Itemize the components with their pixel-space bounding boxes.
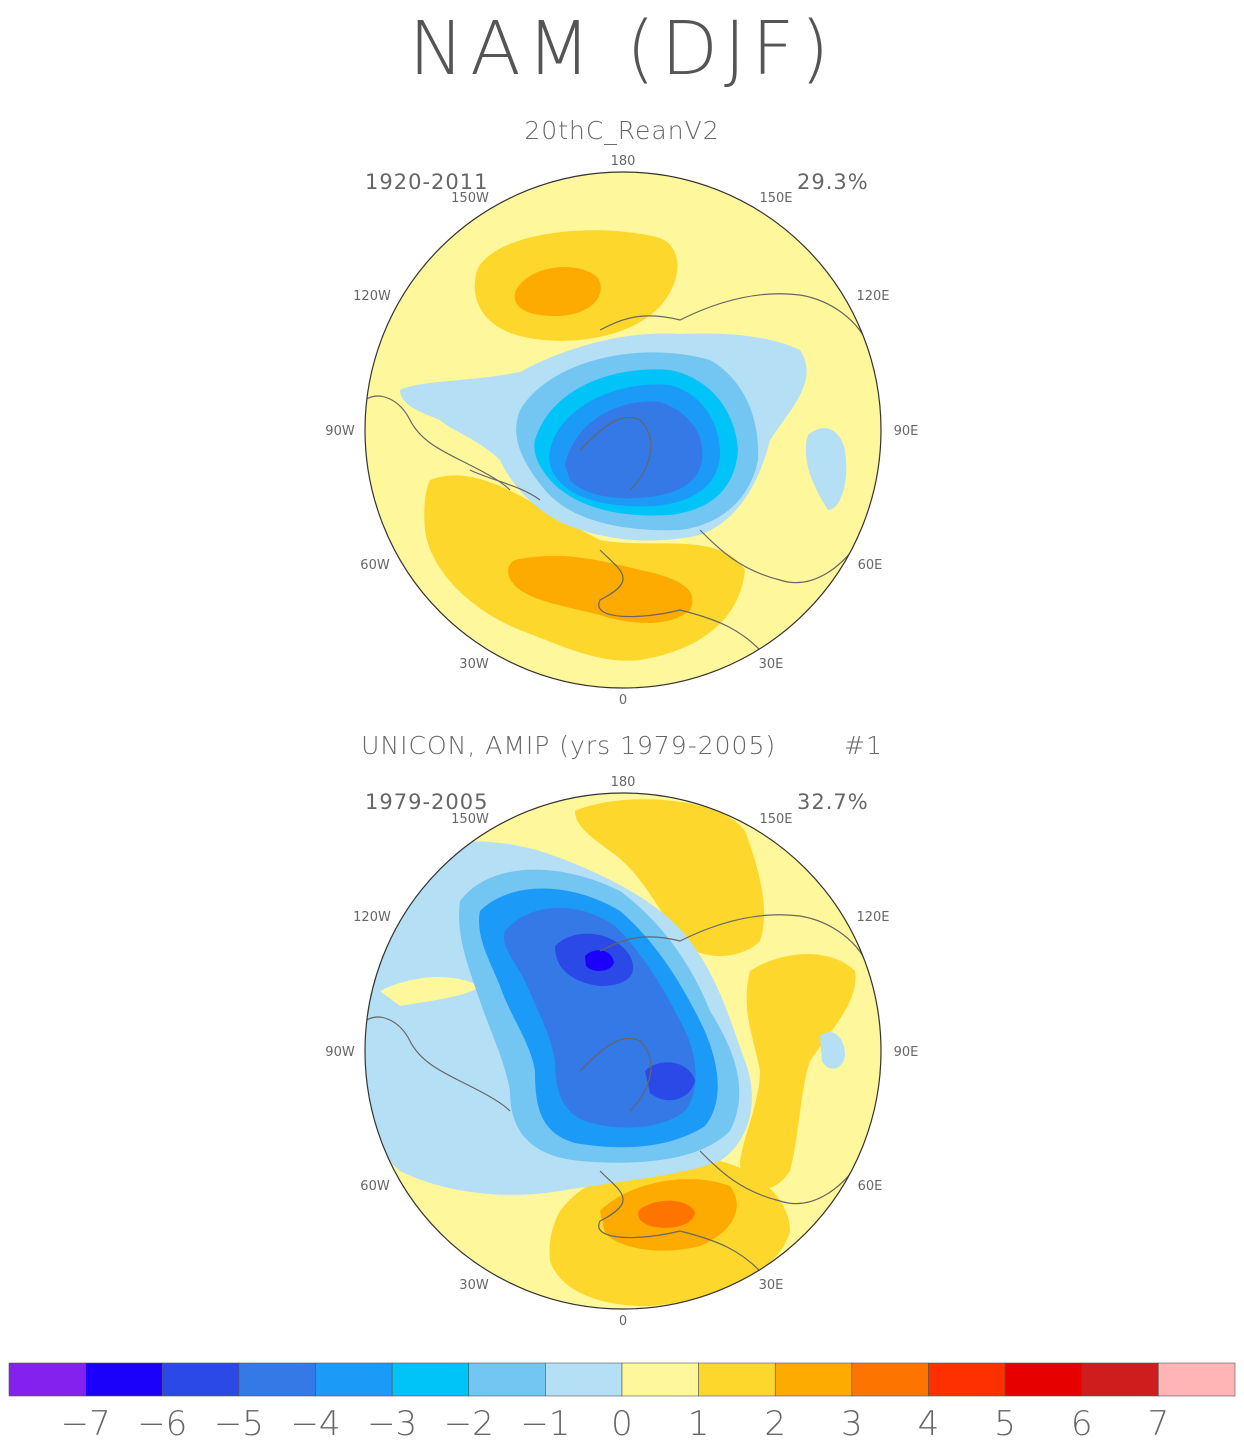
panel-1-lon-60w: 60W [360,558,390,573]
colorbar-box [851,1362,929,1397]
colorbar-label: 7 [1148,1404,1170,1443]
panel-2-lon-60w: 60W [360,1179,390,1194]
colorbar-label: −3 [367,1404,417,1443]
colorbar-label: −6 [137,1404,187,1443]
panel-2-lon-150e: 150E [759,812,792,827]
colorbar-box [1004,1362,1083,1397]
colorbar-box [621,1362,699,1397]
panel-1-percent: 29.3% [797,170,869,194]
colorbar-label: −4 [290,1404,340,1443]
panel-1-map: 180 0 150W 150E 120W 120E 90W 90E 60W 60… [325,154,919,708]
panel-2-lon-120e: 120E [856,910,889,925]
panel-1-lon-90w: 90W [325,424,355,439]
panel-1-lon-30e: 30E [759,657,784,672]
panel-1-lon-150e: 150E [759,191,792,206]
panel-2-contours [365,793,881,1309]
colorbar-label: 4 [918,1404,940,1443]
panel-2-lon-180: 180 [611,775,636,790]
main-title: NAM (DJF) [408,6,836,92]
colorbar-box [545,1362,623,1397]
colorbar-boxes [8,1362,1236,1397]
panel-2-percent: 32.7% [797,790,869,814]
panel-2-title: UNICON, AMIP (yrs 1979-2005) #1 [0,731,1244,760]
colorbar-label: 0 [611,1404,633,1443]
colorbar-box [1081,1362,1159,1397]
panel-1-lon-60e: 60E [858,558,883,573]
colorbar-box [315,1362,393,1397]
panel-2-lon-30e: 30E [759,1278,784,1293]
panel-1-lon-120e: 120E [856,289,889,304]
colorbar-label: 1 [688,1404,710,1443]
colorbar-box [161,1362,240,1397]
colorbar-label: 6 [1071,1404,1093,1443]
panel-1-contours [365,172,881,688]
colorbar-box [85,1362,163,1397]
colorbar-box [774,1362,853,1397]
panel-1-lon-0: 0 [619,693,627,708]
colorbar-box [391,1362,470,1397]
colorbar-label: 2 [764,1404,786,1443]
colorbar: −7 −6 −5 −4 −3 −2 −1 0 1 2 3 4 5 6 7 [8,1362,1236,1443]
colorbar-box [1158,1362,1236,1397]
panel-2-lon-120w: 120W [353,910,391,925]
panel-2-lon-90e: 90E [894,1045,919,1060]
panel-1-lon-30w: 30W [459,657,489,672]
panel-1-lon-90e: 90E [894,424,919,439]
colorbar-label: 5 [994,1404,1016,1443]
colorbar-box [468,1362,546,1397]
colorbar-box [928,1362,1006,1397]
panel-2-map: 180 0 150W 150E 120W 120E 90W 90E 60W 60… [325,775,919,1329]
panel-1-lon-150w: 150W [451,191,489,206]
panel-1-title: 20thC_ReanV2 [524,116,720,145]
panel-2-lon-60e: 60E [858,1179,883,1194]
colorbar-label: −7 [61,1404,111,1443]
colorbar-box [238,1362,316,1397]
panel-2-lon-0: 0 [619,1314,627,1329]
panel-1-lon-120w: 120W [353,289,391,304]
panel-1-lon-180: 180 [611,154,636,169]
panel-2-lon-90w: 90W [325,1045,355,1060]
colorbar-label: 3 [841,1404,863,1443]
colorbar-label: −2 [444,1404,494,1443]
colorbar-label: −5 [214,1404,264,1443]
panel-2-member: #1 [844,731,883,760]
panel-2-years: 1979-2005 [365,790,489,814]
panel-1-years: 1920-2011 [365,170,489,194]
panel-2-title-text: UNICON, AMIP (yrs 1979-2005) [361,731,777,760]
panel-2-lon-30w: 30W [459,1278,489,1293]
panel-2-lon-150w: 150W [451,812,489,827]
colorbar-box [698,1362,776,1397]
colorbar-box [8,1362,86,1397]
colorbar-labels: −7 −6 −5 −4 −3 −2 −1 0 1 2 3 4 5 6 7 [61,1404,1170,1443]
colorbar-label: −1 [520,1404,570,1443]
